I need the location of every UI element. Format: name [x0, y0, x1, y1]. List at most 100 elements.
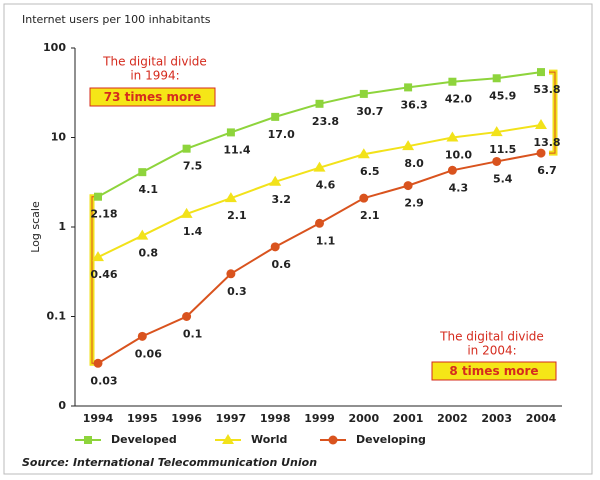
- data-label: 0.03: [90, 374, 117, 387]
- legend-label: Developed: [111, 433, 177, 446]
- marker: [313, 161, 326, 172]
- data-label: 45.9: [489, 89, 516, 102]
- marker: [136, 229, 149, 240]
- annotation-text: The digital divide: [102, 55, 207, 69]
- marker: [94, 192, 102, 201]
- marker: [536, 148, 546, 158]
- marker: [492, 156, 502, 166]
- data-label: 0.8: [139, 247, 159, 260]
- marker: [92, 251, 104, 262]
- data-label: 0.3: [227, 285, 247, 298]
- x-tick-label: 1998: [260, 412, 291, 425]
- data-label: 0.46: [90, 268, 117, 281]
- x-tick-label: 1994: [83, 412, 114, 425]
- marker: [269, 175, 282, 186]
- annotation-highlight: 8 times more: [449, 364, 538, 378]
- marker: [180, 207, 193, 218]
- data-label: 0.6: [271, 258, 291, 271]
- data-label: 6.5: [360, 165, 380, 178]
- marker: [448, 77, 457, 86]
- marker: [270, 242, 280, 252]
- x-tick-label: 1999: [304, 412, 335, 425]
- data-label: 3.2: [271, 193, 291, 206]
- y-tick-label: 100: [43, 41, 66, 54]
- chart-title: Internet users per 100 inhabitants: [22, 13, 211, 26]
- y-axis-label: Log scale: [29, 201, 42, 253]
- data-label: 2.1: [360, 209, 380, 222]
- marker: [357, 148, 370, 159]
- data-label: 5.4: [493, 172, 513, 185]
- annotation-text: in 2004:: [467, 344, 516, 358]
- data-label: 10.0: [445, 149, 472, 162]
- x-tick-label: 1997: [216, 412, 247, 425]
- data-label: 2.1: [227, 209, 247, 222]
- y-tick-label: 10: [51, 131, 67, 144]
- data-label: 23.8: [312, 115, 339, 128]
- x-tick-label: 2004: [526, 412, 557, 425]
- marker: [402, 140, 415, 151]
- marker: [537, 68, 545, 77]
- x-tick-label: 1996: [171, 412, 202, 425]
- marker: [328, 435, 338, 445]
- marker: [490, 126, 503, 137]
- marker: [138, 168, 147, 177]
- marker: [182, 312, 192, 321]
- annotation-text: The digital divide: [439, 330, 544, 344]
- marker: [359, 193, 369, 203]
- y-tick-label: 0.1: [47, 310, 67, 323]
- marker: [84, 436, 92, 444]
- x-tick-label: 2000: [348, 412, 379, 425]
- x-tick-label: 1995: [127, 412, 158, 425]
- data-label: 1.4: [183, 225, 203, 238]
- y-tick-label: 0: [58, 399, 66, 412]
- marker: [222, 434, 234, 444]
- data-label: 36.3: [401, 98, 428, 111]
- data-label: 0.06: [135, 347, 162, 360]
- marker: [404, 83, 413, 92]
- marker: [446, 131, 459, 142]
- x-tick-label: 2001: [393, 412, 424, 425]
- data-label: 8.0: [404, 157, 424, 170]
- x-tick-label: 2003: [481, 412, 512, 425]
- data-label: 7.5: [183, 160, 203, 173]
- marker: [315, 218, 324, 228]
- marker: [224, 192, 237, 203]
- marker: [137, 331, 147, 341]
- annotation-text: in 1994:: [130, 69, 179, 83]
- annotation-highlight: 73 times more: [104, 90, 202, 104]
- data-label: 30.7: [356, 105, 383, 118]
- annotation-box: [431, 361, 557, 381]
- data-label: 11.4: [223, 143, 250, 156]
- marker: [359, 89, 368, 98]
- y-tick-label: 1: [58, 220, 66, 233]
- annotation-box: [89, 87, 216, 107]
- data-label: 2.9: [404, 197, 424, 210]
- data-label: 4.1: [139, 183, 159, 196]
- marker: [403, 181, 413, 191]
- marker: [492, 74, 501, 83]
- data-label: 2.18: [90, 208, 117, 221]
- marker: [182, 144, 191, 153]
- frame: [3, 3, 593, 475]
- data-label: 4.3: [449, 181, 469, 194]
- legend-label: Developing: [356, 433, 426, 446]
- data-label: 17.0: [268, 128, 295, 141]
- marker: [447, 165, 457, 175]
- x-tick-label: 2002: [437, 412, 468, 425]
- marker: [315, 99, 324, 108]
- marker: [226, 128, 235, 137]
- data-label: 0.1: [183, 328, 203, 341]
- marker: [226, 269, 236, 279]
- data-label: 6.7: [537, 164, 557, 177]
- data-label: 11.5: [489, 143, 516, 156]
- data-label: 1.1: [316, 234, 336, 247]
- legend-label: World: [251, 433, 287, 446]
- data-label: 13.8: [533, 136, 560, 149]
- bracket-outline: [549, 71, 556, 154]
- source: Source: International Telecommunication …: [22, 456, 317, 469]
- data-label: 4.6: [316, 179, 336, 192]
- data-label: 53.8: [533, 83, 560, 96]
- data-label: 42.0: [445, 93, 472, 106]
- marker: [93, 358, 103, 368]
